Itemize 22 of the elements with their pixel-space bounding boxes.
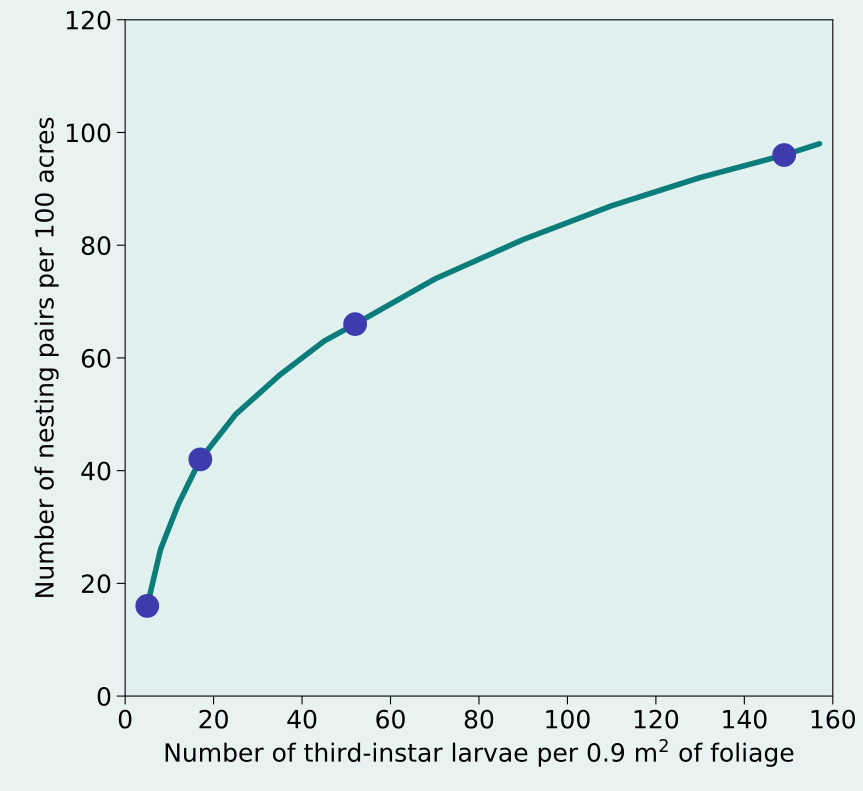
x-tick-label: 120 (634, 710, 678, 729)
point (772, 143, 796, 167)
point (343, 312, 368, 336)
point (188, 447, 212, 472)
x-tick-label: 20 (200, 710, 228, 729)
y-tick-label: 20 (82, 574, 110, 594)
y-tick-label: 100 (66, 123, 110, 142)
x-tick-label: 100 (546, 710, 590, 729)
x-tick-label: 160 (812, 710, 855, 729)
x-tick-label: 60 (376, 710, 405, 729)
x-tick-label: 40 (287, 710, 316, 729)
y-tick-label: 80 (82, 236, 110, 256)
x-axis-title: Number of third-instar larvae per 0.9 m$^{2}$ of foliage (166, 739, 794, 767)
y-axis-title: Number of nesting pairs per 100 acres (34, 118, 59, 597)
y-tick-label: 40 (81, 462, 110, 480)
y-tick-label: 60 (82, 348, 110, 368)
x-tick-label: 80 (464, 710, 494, 729)
y-tick-label: 0 (98, 687, 110, 706)
point (135, 594, 160, 618)
y-tick-label: 120 (66, 10, 110, 30)
x-tick-label: 0 (118, 710, 132, 729)
x-tick-label: 140 (723, 710, 767, 729)
